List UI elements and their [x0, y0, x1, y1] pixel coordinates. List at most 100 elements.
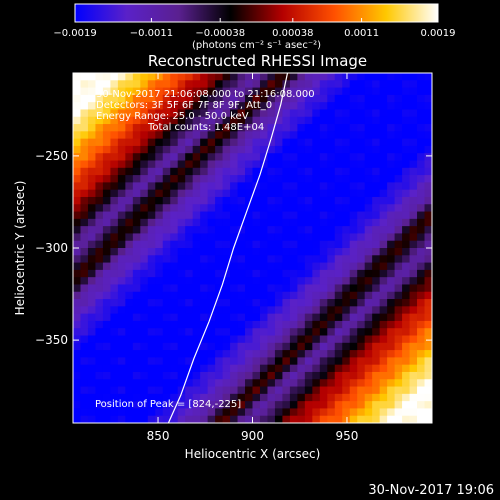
heatmap-cell — [155, 109, 164, 118]
heatmap-cell — [162, 240, 171, 249]
heatmap-cell — [245, 233, 254, 242]
heatmap-cell — [424, 102, 432, 111]
heatmap-cell — [87, 335, 97, 344]
heatmap-cell — [357, 109, 366, 118]
heatmap-cell — [334, 299, 343, 307]
heatmap-cell — [170, 240, 179, 249]
heatmap-cell — [252, 255, 261, 264]
heatmap-cell — [125, 218, 134, 227]
heatmap-cell — [312, 153, 321, 162]
heatmap-cell — [95, 240, 104, 249]
heatmap-cell — [200, 415, 209, 423]
heatmap-cell — [207, 73, 216, 81]
heatmap-cell — [319, 233, 328, 242]
heatmap-cell — [327, 379, 336, 388]
heatmap-cell — [379, 218, 388, 227]
heatmap-cell — [147, 415, 156, 423]
heatmap-cell — [177, 226, 186, 235]
heatmap-cell — [372, 153, 381, 162]
heatmap-cell — [312, 175, 321, 183]
heatmap-cell — [140, 109, 149, 118]
heatmap-cell — [177, 189, 186, 198]
heatmap-cell — [372, 182, 381, 191]
heatmap-cell — [155, 116, 164, 125]
heatmap-cell — [319, 240, 328, 249]
heatmap-cell — [102, 116, 111, 125]
heatmap-cell — [349, 342, 358, 351]
heatmap-cell — [170, 124, 179, 132]
heatmap-cell — [349, 124, 358, 132]
heatmap-cell — [394, 379, 403, 388]
heatmap-cell — [402, 357, 411, 366]
heatmap-cell — [259, 109, 269, 118]
heatmap-cell — [222, 102, 231, 111]
heatmap-cell — [312, 94, 321, 103]
heatmap-cell — [177, 269, 186, 278]
heatmap-cell — [87, 233, 97, 242]
x-axis-ticks: 850 900 950 — [147, 73, 358, 443]
heatmap-cell — [349, 320, 358, 329]
heatmap-cell — [402, 167, 411, 176]
heatmap-cell — [207, 167, 216, 176]
heatmap-cell — [192, 131, 201, 140]
heatmap-cell — [349, 87, 358, 96]
heatmap-cell — [155, 145, 164, 154]
heatmap-cell — [387, 182, 396, 191]
heatmap-cell — [394, 393, 403, 402]
heatmap-cell — [297, 233, 306, 242]
heatmap-cell — [80, 320, 89, 329]
heatmap-cell — [245, 415, 254, 423]
heatmap-cell — [73, 415, 82, 423]
heatmap-cell — [274, 386, 284, 395]
heatmap-cell — [215, 160, 224, 169]
heatmap-cell — [304, 371, 313, 380]
heatmap-cell — [312, 87, 321, 96]
heatmap-cell — [73, 350, 82, 358]
heatmap-cell — [289, 240, 298, 249]
heatmap-cell — [409, 182, 418, 191]
heatmap-cell — [402, 131, 411, 140]
heatmap-cell — [282, 218, 291, 227]
heatmap-cell — [334, 313, 343, 322]
heatmap-cell — [245, 284, 254, 293]
heatmap-cell — [372, 167, 381, 176]
heatmap-cell — [319, 145, 328, 154]
heatmap-cell — [155, 357, 164, 366]
heatmap-cell — [140, 211, 149, 220]
heatmap-cell — [170, 313, 179, 322]
heatmap-cell — [200, 262, 209, 271]
heatmap-cell — [155, 284, 164, 293]
heatmap-cell — [327, 320, 336, 329]
heatmap-cell — [252, 175, 261, 183]
heatmap-cell — [80, 408, 89, 417]
heatmap-cell — [409, 255, 418, 264]
heatmap-cell — [87, 182, 97, 191]
heatmap-cell — [342, 218, 351, 227]
heatmap-cell — [312, 182, 321, 191]
heatmap-cell — [364, 80, 373, 89]
heatmap-cell — [192, 379, 201, 388]
heatmap-cell — [73, 371, 82, 380]
heatmap-cell — [162, 226, 171, 235]
heatmap-cell — [387, 342, 396, 351]
heatmap-cell — [95, 211, 104, 220]
heatmap-cell — [125, 167, 134, 176]
heatmap-cell — [230, 284, 239, 293]
heatmap-cell — [170, 160, 179, 169]
heatmap-cell — [409, 350, 418, 358]
heatmap-cell — [215, 211, 224, 220]
heatmap-cell — [162, 379, 171, 388]
heatmap-cell — [327, 408, 336, 417]
heatmap-cell — [334, 145, 343, 154]
heatmap-cell — [364, 131, 373, 140]
heatmap-cell — [215, 109, 224, 118]
heatmap-cell — [192, 80, 201, 89]
heatmap-cell — [185, 87, 194, 96]
heatmap-cell — [245, 255, 254, 264]
heatmap-cell — [304, 248, 313, 256]
heatmap-cell — [87, 87, 97, 96]
heatmap-cell — [207, 415, 216, 423]
heatmap-cell — [349, 262, 358, 271]
heatmap-cell — [200, 109, 209, 118]
heatmap-cell — [230, 313, 239, 322]
